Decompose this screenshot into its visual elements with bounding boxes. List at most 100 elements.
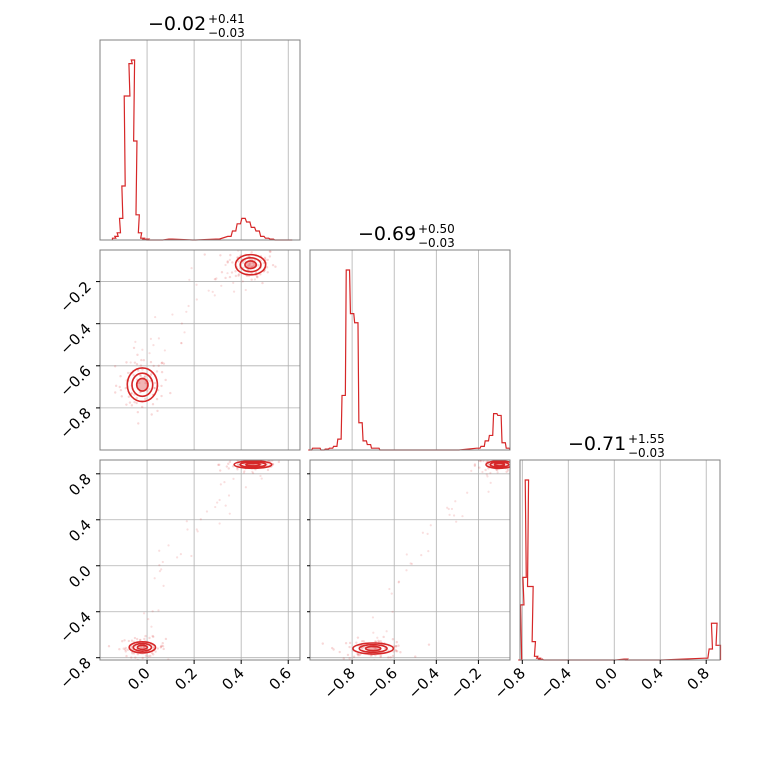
scatter-point	[125, 361, 128, 364]
scatter-point	[149, 360, 153, 364]
scatter-point	[394, 645, 398, 648]
scatter-point	[338, 650, 341, 654]
scatter-point	[127, 395, 131, 399]
contour-level-0	[233, 460, 273, 470]
scatter-point	[487, 467, 490, 470]
scatter-point	[259, 273, 262, 276]
scatter-point	[219, 469, 222, 472]
scatter-point	[217, 463, 220, 467]
scatter-point	[147, 617, 150, 621]
scatter-point	[138, 381, 141, 385]
scatter-point	[153, 577, 156, 580]
scatter-point	[379, 655, 382, 659]
scatter-point	[114, 391, 117, 394]
scatter-point	[211, 290, 214, 293]
scatter-point	[156, 647, 160, 650]
scatter-point	[373, 647, 377, 650]
scatter-point	[505, 470, 508, 473]
scatter-point	[241, 261, 245, 264]
scatter-point	[390, 592, 393, 595]
scatter-point	[163, 349, 166, 352]
scatter-point	[252, 264, 256, 267]
scatter-point	[265, 266, 269, 269]
scatter-point	[356, 652, 359, 656]
scatter-point	[253, 278, 257, 281]
hist-panel-0-frame	[99, 39, 301, 241]
scatter-point	[185, 520, 188, 523]
scatter-point	[137, 422, 140, 425]
scatter-point	[125, 403, 128, 406]
scatter-point	[176, 556, 179, 559]
scatter-point	[224, 504, 227, 507]
scatter-point	[207, 289, 210, 292]
scatter-point	[385, 630, 388, 633]
scatter-point	[355, 641, 358, 644]
scatter-point	[470, 469, 473, 472]
scatter-point	[159, 646, 163, 649]
scatter-point	[251, 471, 255, 475]
title-var2-minus: −0.03	[628, 446, 665, 460]
scatter-point	[256, 276, 259, 279]
scatter-point	[120, 395, 123, 398]
scatter-point	[510, 478, 512, 480]
scatter-point	[157, 337, 160, 340]
scatter-point	[126, 371, 130, 375]
scatter-point	[478, 466, 481, 469]
scatter-point	[180, 342, 183, 345]
title-var0-plus: +0.41	[208, 12, 245, 26]
scatter-point	[228, 512, 231, 515]
scatter-point	[362, 667, 364, 669]
scatter-point	[346, 653, 350, 657]
scatter-point	[156, 409, 159, 413]
scatter-point	[244, 265, 247, 269]
scatter-point	[224, 276, 227, 280]
x-tick-label-var2: 0.0	[591, 664, 621, 694]
x-tick-label-var1: −0.4	[405, 664, 443, 702]
scatter-point	[348, 645, 351, 649]
scatter-point	[230, 271, 234, 274]
scatter-point	[151, 634, 154, 638]
scatter-point	[152, 344, 155, 347]
scatter-point	[130, 392, 133, 395]
hist-panel-1-frame	[309, 249, 511, 451]
scatter-point	[218, 522, 221, 525]
x-tick-label-var2: 0.8	[683, 664, 713, 694]
scatter-point	[203, 253, 206, 256]
scatter-point	[362, 640, 366, 643]
scatter-point	[139, 364, 143, 367]
scatter-point	[228, 258, 231, 261]
scatter-point	[252, 261, 255, 265]
scatter-point	[259, 474, 262, 478]
scatter-point	[151, 610, 154, 613]
scatter-point	[357, 652, 360, 656]
scatter-point	[266, 271, 269, 274]
contour-level-2	[364, 645, 382, 652]
x-tick-label-var0: 0.6	[265, 664, 295, 694]
scatter-point	[244, 288, 247, 292]
scatter-point	[220, 271, 224, 274]
contour-level-2	[493, 462, 506, 467]
scatter-point	[205, 510, 209, 513]
y-tick-label-var1: −0.4	[56, 320, 94, 358]
scatter-point	[136, 410, 140, 414]
scatter-point	[135, 363, 139, 366]
scatter-point	[517, 461, 519, 463]
scatter-point	[263, 256, 267, 260]
scatter-point	[130, 392, 133, 395]
x-tick-label-var0: 0.0	[124, 664, 154, 694]
scatter-point	[195, 528, 198, 531]
scatter-point	[152, 364, 155, 368]
scatter-point	[161, 560, 164, 564]
scatter-point	[127, 639, 131, 643]
scatter-point	[253, 259, 257, 262]
x-tick-label-var1: −0.8	[320, 664, 358, 702]
scatter-point	[256, 457, 258, 459]
scatter-point	[455, 520, 458, 523]
scatter-point	[113, 365, 117, 368]
scatter-point	[133, 636, 137, 640]
scatter-point	[139, 638, 142, 642]
scatter-point	[162, 584, 165, 587]
scatter-point	[160, 384, 163, 388]
scatter-point	[157, 364, 160, 368]
scatter-point	[121, 640, 124, 643]
